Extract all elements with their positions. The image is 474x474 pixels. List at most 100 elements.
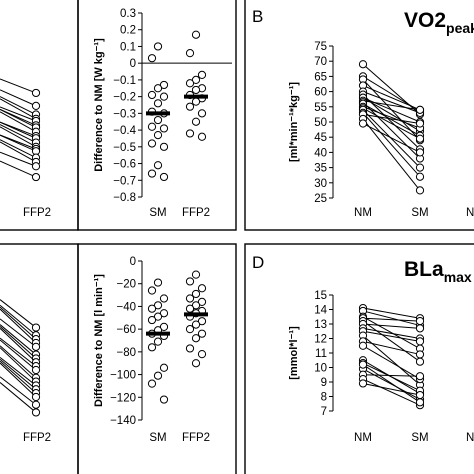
D-y-tick-label: 10: [314, 363, 327, 375]
D-y-tick-label: 14: [314, 305, 327, 317]
C_difference-point: [191, 334, 201, 343]
C_difference-y-tick-label: −120: [110, 392, 136, 404]
A_left_partial-pair-line: [0, 151, 37, 167]
C_difference-point: [159, 363, 169, 372]
B-pair-line: [362, 106, 421, 129]
B-pair-line: [362, 91, 421, 114]
B-x-tick-label: SM: [411, 207, 428, 219]
C_difference-ylabel: Difference to NM [l min⁻¹]: [93, 274, 105, 407]
A_left_partial-x-tick-label: FFP2: [23, 207, 51, 219]
A_difference-y-tick-label: −0.5: [113, 142, 136, 154]
D-point: [415, 372, 425, 381]
A_difference-point: [185, 79, 195, 88]
C_difference-point: [191, 301, 201, 310]
A_difference-point: [191, 85, 201, 95]
D-pair-line: [362, 345, 421, 380]
D-point: [415, 324, 425, 333]
C_difference-point: [159, 309, 169, 318]
C_difference-x-tick-label: SM: [149, 432, 166, 444]
A_left_partial-point: [31, 162, 41, 171]
A_difference-point: [147, 90, 157, 100]
A_left_partial-point: [31, 88, 41, 98]
B-y-tick-label: 65: [314, 71, 327, 83]
D-y-tick-label: 12: [314, 334, 327, 346]
A_difference-point: [191, 30, 201, 39]
B-pair-line: [362, 101, 421, 159]
A_difference-y-tick-label: 0.3: [120, 8, 136, 20]
A_difference-point: [185, 102, 195, 111]
C_difference-point: [159, 395, 169, 404]
D-y-tick-label: 8: [321, 392, 327, 404]
C_difference-point: [197, 329, 207, 338]
C_difference-x-tick-label: FFP2: [182, 432, 210, 444]
A_difference-y-tick-label: −0.2: [113, 92, 136, 104]
B-point: [415, 134, 425, 143]
C_difference-y-tick-label: −140: [110, 415, 136, 427]
B-y-tick-label: 60: [314, 87, 327, 99]
B-ylabel: [ml*min⁻¹*kg⁻¹]: [288, 82, 300, 162]
C_left_partial-pair-line: [0, 357, 37, 386]
B-y-tick-label: 50: [314, 117, 327, 129]
A_difference-point: [153, 161, 163, 170]
C_left_partial-pair-line: [0, 327, 37, 363]
D-point: [415, 390, 425, 400]
D-point: [415, 337, 425, 346]
C_left_partial-x-tick-label: FFP2: [23, 432, 51, 444]
panel-letter-b: B: [252, 7, 263, 26]
A_difference-point: [153, 131, 163, 140]
D-x-tick-label: NM: [354, 432, 372, 444]
B-point: [415, 148, 425, 157]
panel-d-title: BLamax: [404, 258, 472, 285]
A_difference-point: [153, 42, 163, 51]
A_difference-y-tick-label: 0.2: [120, 25, 136, 37]
A_difference-point: [185, 129, 195, 138]
C_difference-y-tick-label: −60: [116, 324, 136, 336]
A_difference-point: [191, 97, 201, 106]
A_difference-y-tick-label: −0.8: [113, 192, 136, 204]
A_left_partial-pair-line: [0, 109, 37, 128]
C_difference-point: [147, 343, 157, 352]
A_difference-ylabel: Difference to NM [W kg⁻¹]: [93, 38, 105, 172]
D-y-tick-label: 9: [321, 377, 327, 389]
B-pair-line: [362, 97, 421, 132]
C_difference-point: [147, 286, 157, 295]
C_difference-point: [185, 277, 195, 286]
B-y-tick-label: 35: [314, 163, 327, 175]
A_left_partial-point: [31, 101, 41, 110]
D-point: [358, 379, 368, 388]
C_left_partial-pair-line: [0, 318, 37, 348]
C_left_partial-point: [31, 392, 41, 402]
D-pair-line: [362, 374, 421, 377]
C_difference-point: [153, 312, 163, 321]
C_difference-y-tick-label: −20: [116, 279, 136, 291]
A_difference-y-tick-label: −0.6: [113, 159, 136, 171]
A_difference-point: [197, 132, 207, 141]
C_difference-point: [147, 379, 157, 388]
C_difference-y-tick-label: −40: [116, 301, 136, 313]
B-pair-line: [362, 103, 421, 137]
C_left_partial-pair-line: [0, 382, 37, 413]
D-point: [358, 341, 368, 350]
C_difference-point: [197, 350, 207, 359]
B-pair-line: [362, 107, 421, 140]
C_difference-point: [153, 301, 163, 310]
panel-letter-d: D: [252, 253, 264, 272]
B-pair-line: [362, 85, 421, 111]
C_left_partial-pair-line: [0, 326, 37, 359]
A_difference-point: [147, 139, 157, 148]
A_difference-point: [197, 70, 207, 79]
A_difference-y-tick-label: −0.1: [113, 75, 136, 87]
C_difference-point: [185, 294, 195, 303]
D-pair-line: [362, 378, 421, 406]
C_left_partial-pair-line: [0, 347, 37, 382]
A_difference-point: [147, 169, 157, 178]
D-pair-line: [362, 340, 421, 355]
D-point: [358, 360, 368, 369]
B-y-tick-label: 75: [314, 41, 327, 53]
A_difference-point: [159, 80, 169, 90]
C_left_partial-pair-line: [0, 324, 37, 355]
C_difference-point: [185, 304, 195, 313]
A_difference-y-tick-label: −0.7: [113, 175, 136, 187]
A_difference-y-tick-label: −0.3: [113, 108, 136, 120]
